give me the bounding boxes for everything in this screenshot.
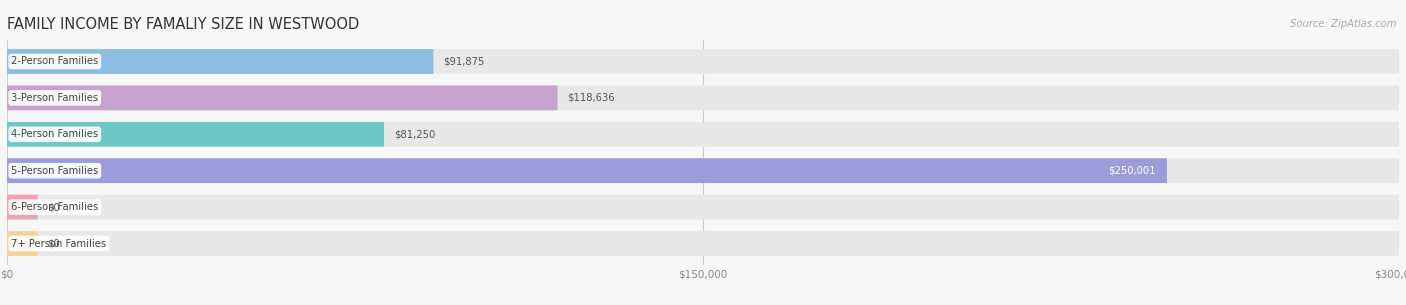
Text: $0: $0: [48, 202, 60, 212]
Text: $250,001: $250,001: [1108, 166, 1156, 176]
Text: Source: ZipAtlas.com: Source: ZipAtlas.com: [1289, 19, 1396, 29]
Text: 3-Person Families: 3-Person Families: [11, 93, 98, 103]
Text: 2-Person Families: 2-Person Families: [11, 56, 98, 66]
Text: 7+ Person Families: 7+ Person Families: [11, 239, 107, 249]
Text: $118,636: $118,636: [567, 93, 614, 103]
Text: 4-Person Families: 4-Person Families: [11, 129, 98, 139]
FancyBboxPatch shape: [7, 231, 38, 256]
FancyBboxPatch shape: [7, 85, 557, 110]
FancyBboxPatch shape: [7, 85, 1399, 110]
FancyBboxPatch shape: [7, 158, 1399, 183]
FancyBboxPatch shape: [7, 122, 384, 147]
FancyBboxPatch shape: [7, 49, 1399, 74]
Text: 6-Person Families: 6-Person Families: [11, 202, 98, 212]
FancyBboxPatch shape: [7, 122, 1399, 147]
Text: $91,875: $91,875: [443, 56, 485, 66]
FancyBboxPatch shape: [7, 195, 38, 220]
FancyBboxPatch shape: [7, 231, 1399, 256]
Text: FAMILY INCOME BY FAMALIY SIZE IN WESTWOOD: FAMILY INCOME BY FAMALIY SIZE IN WESTWOO…: [7, 16, 360, 31]
FancyBboxPatch shape: [7, 195, 1399, 220]
Text: 5-Person Families: 5-Person Families: [11, 166, 98, 176]
Text: $0: $0: [48, 239, 60, 249]
FancyBboxPatch shape: [7, 49, 433, 74]
FancyBboxPatch shape: [7, 158, 1167, 183]
Text: $81,250: $81,250: [394, 129, 434, 139]
